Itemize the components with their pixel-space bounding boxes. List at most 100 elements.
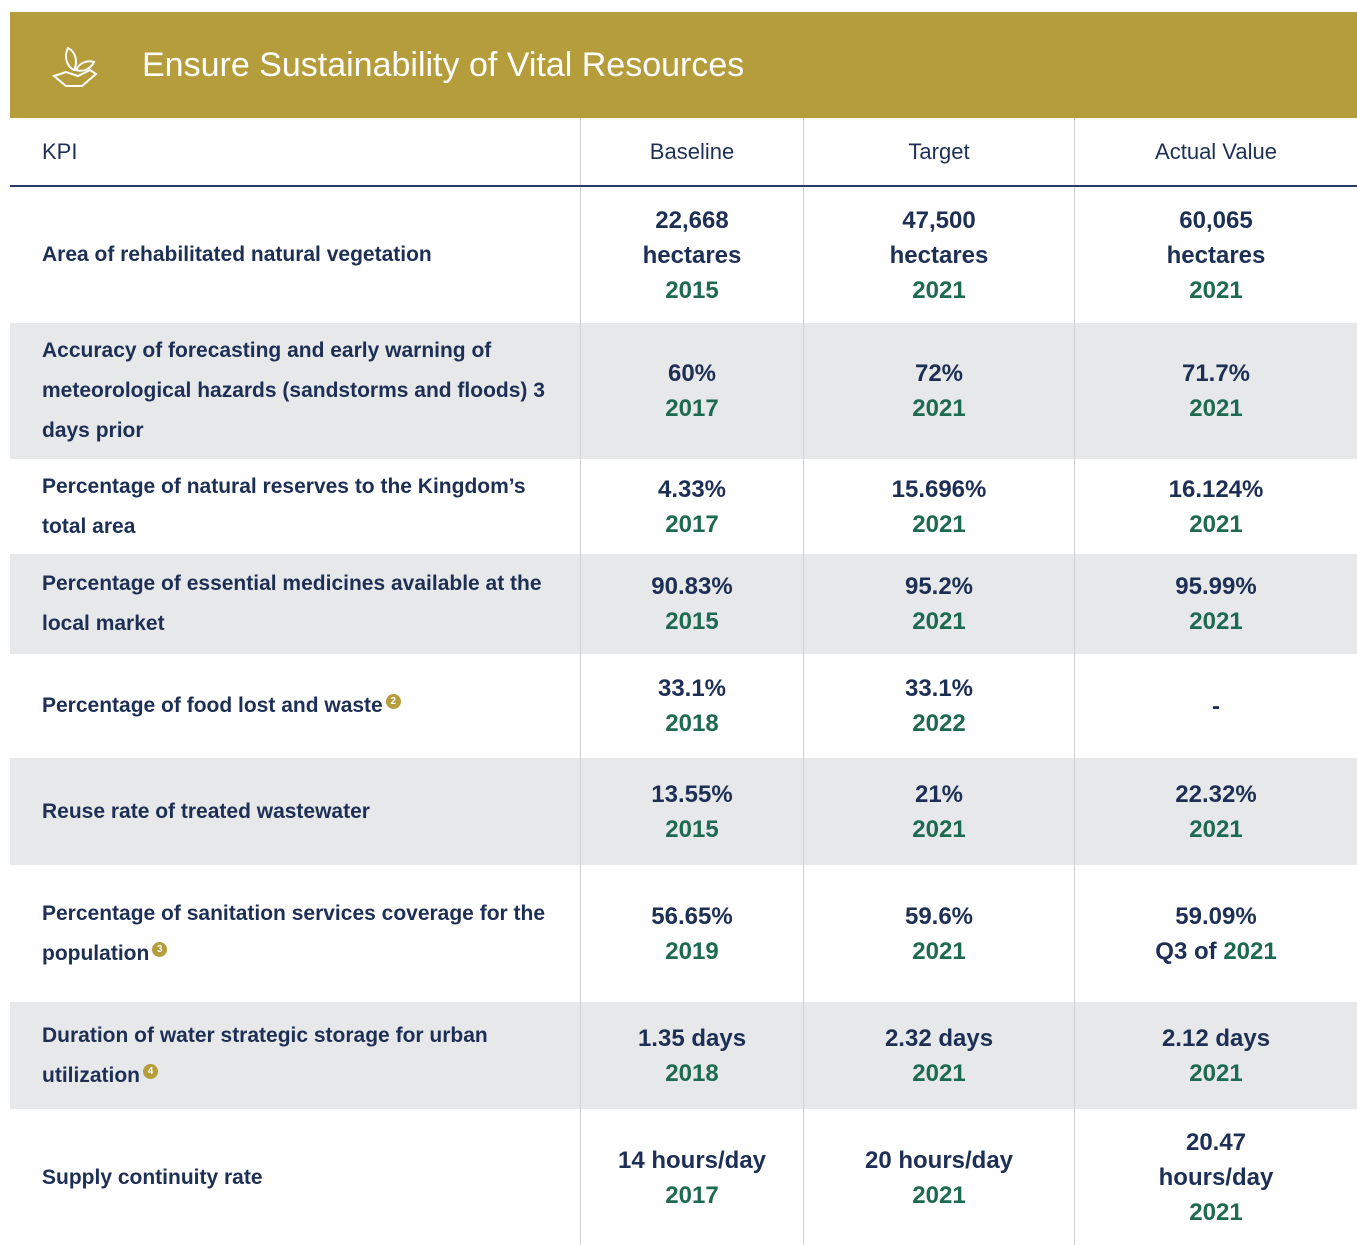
table-row: Accuracy of forecasting and early warnin… (10, 323, 1357, 459)
value-cell: 16.124% 2021 (1075, 459, 1357, 554)
value: 20 hours/day (864, 1146, 1014, 1174)
value-cell: 2.32 days 2021 (804, 1002, 1075, 1109)
value: 59.09% (1175, 902, 1257, 930)
kpi-cell: Percentage of natural reserves to the Ki… (10, 459, 581, 554)
year: 2015 (665, 276, 719, 304)
year: 2015 (665, 608, 719, 635)
year-prefix: Q3 of (1155, 937, 1217, 965)
kpi-cell: Area of rehabilitated natural vegetation (10, 187, 581, 323)
table-row: Supply continuity rate 14 hours/day 2017 20… (10, 1109, 1357, 1245)
year: 2021 (912, 395, 966, 422)
year-line: 2021 (912, 273, 965, 308)
footnote-marker: 3 (152, 941, 168, 957)
column-header: Actual Value (1155, 138, 1277, 164)
year-line: 2021 (912, 1056, 965, 1091)
kpi-cell: Supply continuity rate (10, 1109, 581, 1245)
value-cell: 22.32% 2021 (1075, 758, 1357, 865)
value-cell: 4.33% 2017 (581, 459, 804, 554)
year: 2017 (665, 395, 719, 422)
value: 14 hours/day (617, 1146, 767, 1174)
year-line: 2017 (665, 391, 718, 426)
year-line: 2017 (665, 1178, 718, 1213)
year-line: 2017 (665, 507, 718, 542)
footnote-marker: 2 (385, 694, 401, 709)
value-cell: 95.99% 2021 (1075, 554, 1357, 654)
year: 2018 (665, 710, 719, 737)
value: 13.55% (651, 780, 733, 808)
value: 33.1% (904, 675, 974, 702)
value-cell: 1.35 days 2018 (581, 1002, 804, 1109)
table-row: Duration of water strategic storage for … (10, 1002, 1357, 1109)
year-line: 2021 (1189, 1195, 1242, 1230)
kpi-cell: Accuracy of forecasting and early warnin… (10, 323, 581, 459)
kpi-cell: Duration of water strategic storage for … (10, 1002, 581, 1109)
year: 2021 (1189, 608, 1243, 635)
value: 33.1% (657, 675, 727, 702)
footnote-marker: 4 (143, 1063, 158, 1079)
year: 2021 (1189, 510, 1243, 538)
year: 2015 (665, 815, 719, 843)
value: 22.32% (1175, 780, 1257, 808)
kpi-cell: Percentage of essential medicines availa… (10, 554, 581, 654)
year-line: 2021 (912, 934, 965, 969)
year-line: 2021 (912, 1178, 965, 1213)
table-row: Percentage of sanitation services covera… (10, 865, 1357, 1002)
year-line: 2021 (1189, 507, 1242, 542)
year-line: 2015 (665, 273, 718, 308)
year: 2021 (912, 937, 966, 965)
icon (51, 46, 98, 87)
value: 56.65% (651, 902, 733, 930)
value-cell: 60% 2017 (581, 323, 804, 459)
value: 72% (914, 360, 964, 387)
kpi-text: Duration of water strategic storage for … (42, 1023, 488, 1087)
value-cell: - (1075, 654, 1357, 758)
kpi-text: Percentage of natural reserves to the Ki… (42, 474, 526, 538)
table: KPI Baseline Target Actual Value Area of reh… (10, 118, 1357, 1245)
year: 2022 (912, 710, 966, 737)
column-header: KPI (10, 118, 581, 185)
value: 95.2% (904, 573, 974, 600)
kpi-text: Area of rehabilitated natural vegetation (42, 243, 432, 266)
year-line: 2021 (912, 812, 965, 847)
value: 95.99% (1175, 573, 1257, 600)
year: 2021 (912, 815, 966, 843)
year-line: 2021 (1189, 391, 1242, 426)
value-cell: 22,668 hectares 2015 (581, 187, 804, 323)
value: 1.35 days (637, 1024, 747, 1052)
year: 2021 (912, 608, 966, 635)
year: 2021 (1189, 815, 1243, 843)
value: 21% (914, 780, 964, 808)
value-cell: 90.83% 2015 (581, 554, 804, 654)
table-row: Percentage of food lost and waste 2 33.1% 2… (10, 654, 1357, 758)
value: 20.47 hours/day (1158, 1129, 1274, 1191)
kpi-cell: Percentage of sanitation services covera… (10, 865, 581, 1002)
value: 2.32 days (884, 1024, 994, 1052)
year-line: 2018 (665, 706, 718, 741)
value-cell: 33.1% 2018 (581, 654, 804, 758)
title: Ensure Sustainability of Vital Resources (142, 46, 745, 84)
kpi-cell: Reuse rate of treated wastewater (10, 758, 581, 865)
kpi-text: Percentage of essential medicines availa… (42, 572, 542, 635)
year: 2018 (665, 1059, 719, 1087)
value-cell: 21% 2021 (804, 758, 1075, 865)
year-line: 2021 (912, 604, 965, 639)
value-cell: 59.6% 2021 (804, 865, 1075, 1002)
value-cell: 20.47 hours/day 2021 (1075, 1109, 1357, 1245)
year-line: 2021 (912, 507, 965, 542)
column-header: Target (804, 118, 1075, 185)
header-band: Ensure Sustainability of Vital Resources (10, 12, 1357, 118)
column-header: Baseline (581, 118, 804, 185)
year: 2021 (1189, 395, 1243, 422)
year-line: 2021 (912, 391, 965, 426)
year-line: 2021 (1189, 273, 1242, 308)
year-line: 2015 (665, 604, 718, 639)
value-cell: 20 hours/day 2021 (804, 1109, 1075, 1245)
year: 2021 (912, 1059, 966, 1087)
year-line: 2015 (665, 812, 718, 847)
table-row: Reuse rate of treated wastewater 13.55% 20… (10, 758, 1357, 865)
kpi-text: Percentage of food lost and waste 2 (42, 686, 401, 726)
value-cell: 2.12 days 2021 (1075, 1002, 1357, 1109)
value-cell: 60,065 hectares 2021 (1075, 187, 1357, 323)
value-cell: 14 hours/day 2017 (581, 1109, 804, 1245)
